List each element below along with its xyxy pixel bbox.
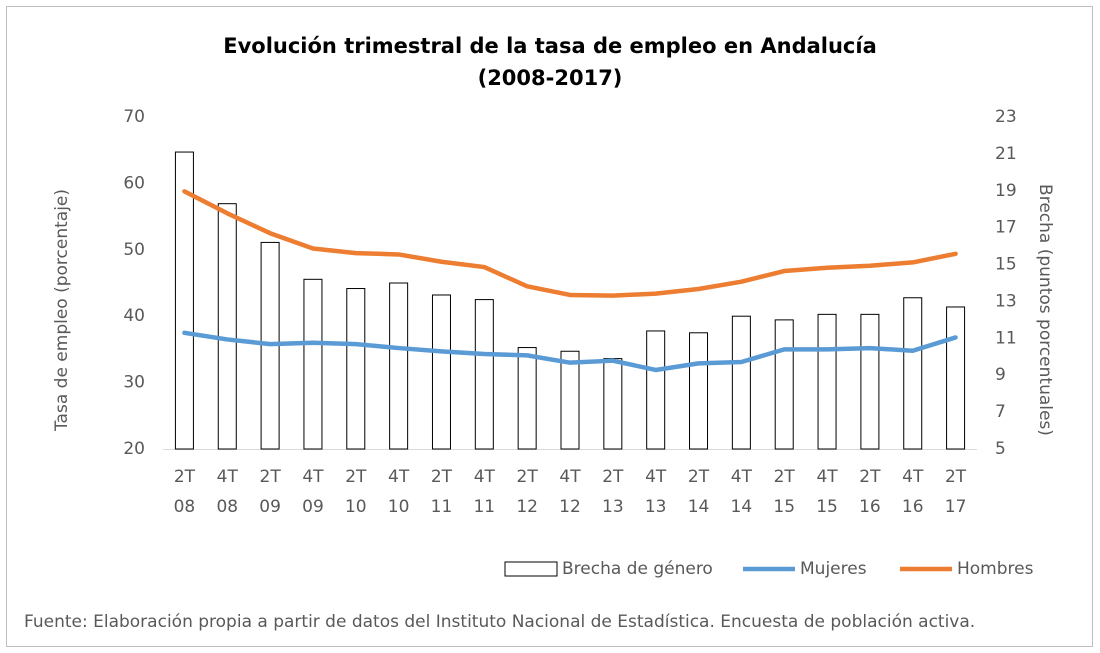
x-tick-label: 2T xyxy=(174,467,196,487)
x-tick-label: 4T xyxy=(731,467,753,487)
bar xyxy=(817,313,837,450)
bar xyxy=(303,278,323,450)
x-tick-label: 14 xyxy=(731,497,753,517)
bar xyxy=(474,299,494,450)
y-tick-label: 60 xyxy=(123,173,145,193)
x-tick-label: 13 xyxy=(645,497,667,517)
y-tick-label: 50 xyxy=(123,240,145,260)
chart-title: (2008-2017) xyxy=(478,66,623,90)
chart-title: Evolución trimestral de la tasa de emple… xyxy=(223,34,877,58)
bar xyxy=(346,288,366,450)
y-tick-label: 20 xyxy=(123,439,145,459)
x-tick-label: 09 xyxy=(259,497,281,517)
x-tick-label: 10 xyxy=(345,497,367,517)
y2-tick-label: 21 xyxy=(995,144,1017,164)
x-tick-label: 4T xyxy=(217,467,239,487)
x-tick-label: 2T xyxy=(774,467,796,487)
y-tick-label: 70 xyxy=(123,107,145,127)
bar xyxy=(389,282,409,450)
bar xyxy=(217,203,237,450)
x-tick-label: 4T xyxy=(559,467,581,487)
bar xyxy=(860,313,880,450)
bar xyxy=(517,347,537,450)
y2-tick-label: 9 xyxy=(995,365,1006,385)
bar xyxy=(689,332,709,450)
y2-tick-label: 17 xyxy=(995,218,1017,238)
y2-tick-label: 11 xyxy=(995,328,1017,348)
x-tick-label: 11 xyxy=(473,497,495,517)
x-tick-label: 4T xyxy=(388,467,410,487)
x-tick-label: 2T xyxy=(945,467,967,487)
x-tick-label: 14 xyxy=(688,497,710,517)
x-tick-label: 16 xyxy=(902,497,924,517)
x-tick-label: 2T xyxy=(602,467,624,487)
legend-label: Brecha de género xyxy=(562,559,713,579)
x-tick-label: 11 xyxy=(431,497,453,517)
x-tick-label: 13 xyxy=(602,497,624,517)
x-tick-label: 2T xyxy=(688,467,710,487)
y2-tick-label: 13 xyxy=(995,291,1017,311)
x-tick-label: 10 xyxy=(388,497,410,517)
y2-tick-label: 15 xyxy=(995,255,1017,275)
x-tick-label: 4T xyxy=(645,467,667,487)
x-tick-label: 16 xyxy=(859,497,881,517)
line-series xyxy=(182,330,958,373)
bar xyxy=(646,330,666,450)
x-tick-label: 12 xyxy=(516,497,538,517)
x-tick-label: 4T xyxy=(816,467,838,487)
y-tick-label: 40 xyxy=(123,306,145,326)
legend-label: Mujeres xyxy=(800,559,867,579)
x-tick-label: 17 xyxy=(945,497,967,517)
source-note: Fuente: Elaboración propia a partir de d… xyxy=(24,612,975,632)
y2-tick-label: 23 xyxy=(995,107,1017,127)
bar xyxy=(774,319,794,450)
legend-label: Hombres xyxy=(957,559,1034,579)
chart-frame xyxy=(6,6,1093,647)
x-tick-label: 15 xyxy=(773,497,795,517)
x-tick-label: 09 xyxy=(302,497,324,517)
x-tick-label: 08 xyxy=(174,497,196,517)
legend-swatch xyxy=(504,561,558,577)
y2-tick-label: 19 xyxy=(995,181,1017,201)
bar xyxy=(603,358,623,450)
x-tick-label: 08 xyxy=(216,497,238,517)
x-tick-label: 2T xyxy=(517,467,539,487)
x-tick-label: 2T xyxy=(345,467,367,487)
y-tick-label: 30 xyxy=(123,373,145,393)
x-tick-label: 4T xyxy=(302,467,324,487)
x-tick-label: 15 xyxy=(816,497,838,517)
bar xyxy=(560,350,580,450)
y-axis-title: Tasa de empleo (porcentaje) xyxy=(52,189,72,432)
bar xyxy=(731,315,751,450)
x-tick-label: 2T xyxy=(260,467,282,487)
bar xyxy=(174,151,194,450)
x-tick-label: 4T xyxy=(902,467,924,487)
bar xyxy=(903,297,923,450)
y2-tick-label: 5 xyxy=(995,439,1006,459)
x-tick-label: 2T xyxy=(431,467,453,487)
bar xyxy=(431,294,451,450)
x-tick-label: 4T xyxy=(474,467,496,487)
bar xyxy=(946,306,966,450)
line-series xyxy=(182,189,958,298)
y2-tick-label: 7 xyxy=(995,402,1006,422)
x-tick-label: 2T xyxy=(859,467,881,487)
y2-axis-title: Brecha (puntos porcentuales) xyxy=(1035,184,1055,436)
x-tick-label: 12 xyxy=(559,497,581,517)
